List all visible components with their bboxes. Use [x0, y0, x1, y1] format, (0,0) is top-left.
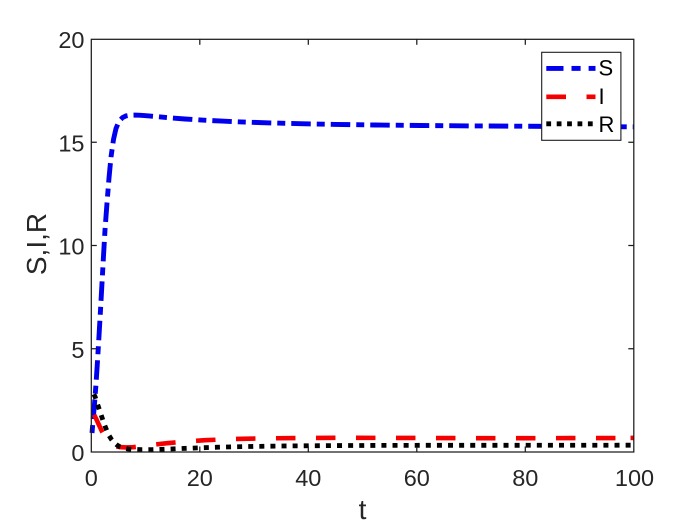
- svg-text:S,I,R: S,I,R: [21, 213, 52, 275]
- svg-text:S: S: [599, 56, 614, 81]
- svg-text:5: 5: [71, 337, 84, 363]
- svg-text:0: 0: [71, 440, 84, 466]
- svg-text:I: I: [599, 84, 605, 109]
- svg-text:0: 0: [85, 465, 98, 491]
- svg-text:40: 40: [295, 465, 321, 491]
- svg-text:15: 15: [58, 130, 84, 156]
- svg-text:20: 20: [187, 465, 213, 491]
- svg-text:t: t: [359, 494, 367, 525]
- svg-text:R: R: [599, 112, 615, 137]
- svg-text:80: 80: [512, 465, 538, 491]
- svg-text:100: 100: [615, 465, 654, 491]
- svg-text:60: 60: [404, 465, 430, 491]
- svg-text:20: 20: [58, 27, 84, 53]
- svg-text:10: 10: [58, 234, 84, 260]
